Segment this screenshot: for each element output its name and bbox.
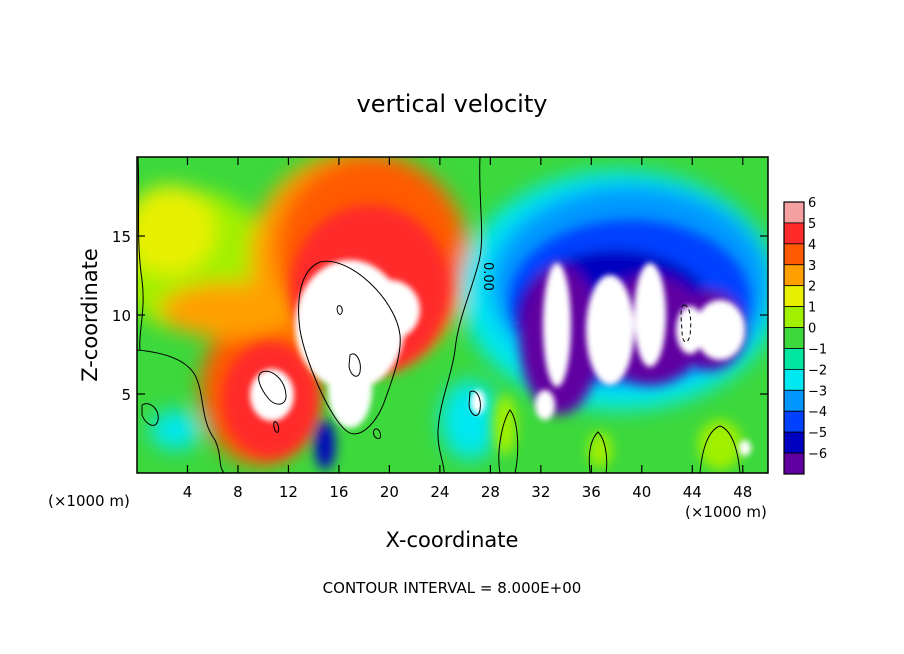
colorbar-label: 6 [808, 196, 816, 211]
colorbar-swatch [783, 201, 805, 224]
x-tick-label: 8 [233, 483, 243, 501]
colorbar: 6 5 4 3 2 1 0 −1 −2 −3 −4 −5 −6 [783, 196, 827, 475]
x-tick-label: 36 [582, 483, 601, 501]
x-tick-label: 44 [683, 483, 702, 501]
colorbar-swatch [783, 306, 805, 328]
y-axis-label: Z-coordinate [78, 248, 102, 382]
colorbar-label: −2 [808, 363, 827, 378]
y-tick-label: 10 [112, 307, 131, 325]
velocity-field [137, 157, 768, 473]
x-tick-label: 4 [183, 483, 193, 501]
colorbar-label: −3 [808, 384, 827, 399]
x-unit-right: (×1000 m) [685, 503, 767, 521]
colorbar-swatch [783, 410, 805, 433]
colorbar-swatch [783, 389, 805, 412]
colorbar-swatch [783, 368, 805, 391]
x-tick-label: 20 [380, 483, 399, 501]
colorbar-swatch [783, 452, 805, 475]
colorbar-label: 0 [808, 322, 816, 337]
colorbar-label: −6 [808, 447, 827, 462]
colorbar-label: 3 [808, 259, 816, 274]
colorbar-swatch [783, 285, 805, 308]
colorbar-label: 1 [808, 301, 816, 316]
x-axis-label: X-coordinate [386, 528, 519, 552]
colorbar-swatch [783, 222, 805, 245]
colorbar-swatch [783, 431, 805, 454]
colorbar-label: 4 [808, 238, 816, 253]
y-axis-ticks: 5 10 15 [112, 228, 768, 404]
colorbar-label: −4 [808, 405, 827, 420]
contour-label: 0.00 [480, 262, 495, 291]
colorbar-swatch [783, 327, 805, 349]
colorbar-label: 5 [808, 217, 816, 232]
colorbar-swatch [783, 348, 805, 370]
colorbar-label: 2 [808, 280, 816, 295]
x-tick-label: 12 [279, 483, 298, 501]
x-tick-label: 16 [329, 483, 348, 501]
x-tick-label: 32 [531, 483, 550, 501]
x-unit-left: (×1000 m) [48, 492, 130, 510]
colorbar-swatch [783, 243, 805, 266]
x-tick-label: 24 [430, 483, 449, 501]
x-axis-ticks: 4 8 12 16 20 24 28 32 36 40 44 48 [183, 157, 752, 501]
y-tick-label: 5 [121, 386, 131, 404]
y-tick-label: 15 [112, 228, 131, 246]
x-tick-label: 40 [632, 483, 651, 501]
x-tick-label: 28 [481, 483, 500, 501]
chart-title: vertical velocity [357, 90, 548, 118]
colorbar-label: −1 [808, 342, 827, 357]
x-tick-label: 48 [733, 483, 752, 501]
contour-interval-text: CONTOUR INTERVAL = 8.000E+00 [323, 579, 582, 597]
colorbar-swatch [783, 264, 805, 287]
colorbar-frame [783, 201, 805, 475]
colorbar-label: −5 [808, 426, 827, 441]
